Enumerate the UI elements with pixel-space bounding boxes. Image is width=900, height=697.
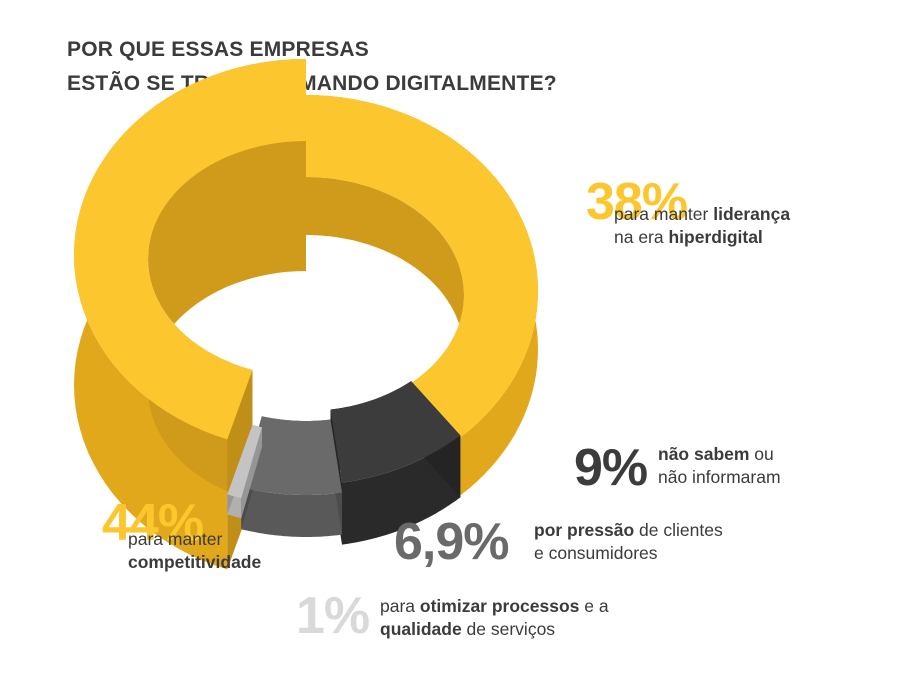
slice-top-3 [241, 416, 342, 495]
desc-lideranca-b2: hiperdigital [668, 227, 763, 247]
pct-pressao: 6,9% [394, 513, 510, 571]
desc-lideranca-t1: para manter [614, 204, 714, 224]
pct-competitividade: 44% [102, 494, 204, 552]
desc-naosabem-t2: não informaram [658, 467, 781, 487]
desc-competitividade-t1: para manter [128, 529, 223, 549]
desc-pressao-t2: e consumidores [534, 543, 658, 563]
desc-naosabem: não sabem ou não informaram [658, 443, 781, 489]
desc-otimizar-t3: de serviços [461, 619, 556, 639]
slice-top-0 [74, 59, 306, 440]
desc-competitividade-b1: competitividade [128, 552, 262, 572]
desc-naosabem-b1: não sabem [658, 444, 750, 464]
desc-lideranca: para manter liderança na era hiperdigita… [614, 203, 790, 249]
desc-pressao-b1: por pressão [534, 520, 635, 540]
desc-otimizar: para otimizar processos e a qualidade de… [380, 595, 609, 641]
slice-top-2 [330, 381, 461, 483]
desc-otimizar-b1: otimizar processos [419, 596, 580, 616]
pct-lideranca: 38% [586, 173, 688, 231]
desc-pressao: por pressão de clientes e consumidores [534, 519, 723, 565]
slice-wall-outer-3 [241, 487, 342, 537]
pct-otimizar: 1% [296, 587, 370, 645]
title-line-1: POR QUE ESSAS EMPRESAS [67, 38, 369, 61]
desc-naosabem-t1: ou [749, 444, 774, 464]
desc-pressao-t1: de clientes [634, 520, 723, 540]
slice-cap-start-4 [241, 427, 262, 519]
pct-naosabem: 9% [574, 439, 648, 497]
desc-lideranca-t2: na era [614, 227, 669, 247]
desc-otimizar-b2: qualidade [380, 619, 462, 639]
desc-otimizar-t1: para [380, 596, 420, 616]
desc-otimizar-t2: e a [579, 596, 609, 616]
slice-top-4 [227, 425, 262, 499]
desc-lideranca-b1: liderança [713, 204, 791, 224]
desc-competitividade: para manter competitividade [128, 528, 261, 574]
slice-top-1 [306, 95, 538, 438]
